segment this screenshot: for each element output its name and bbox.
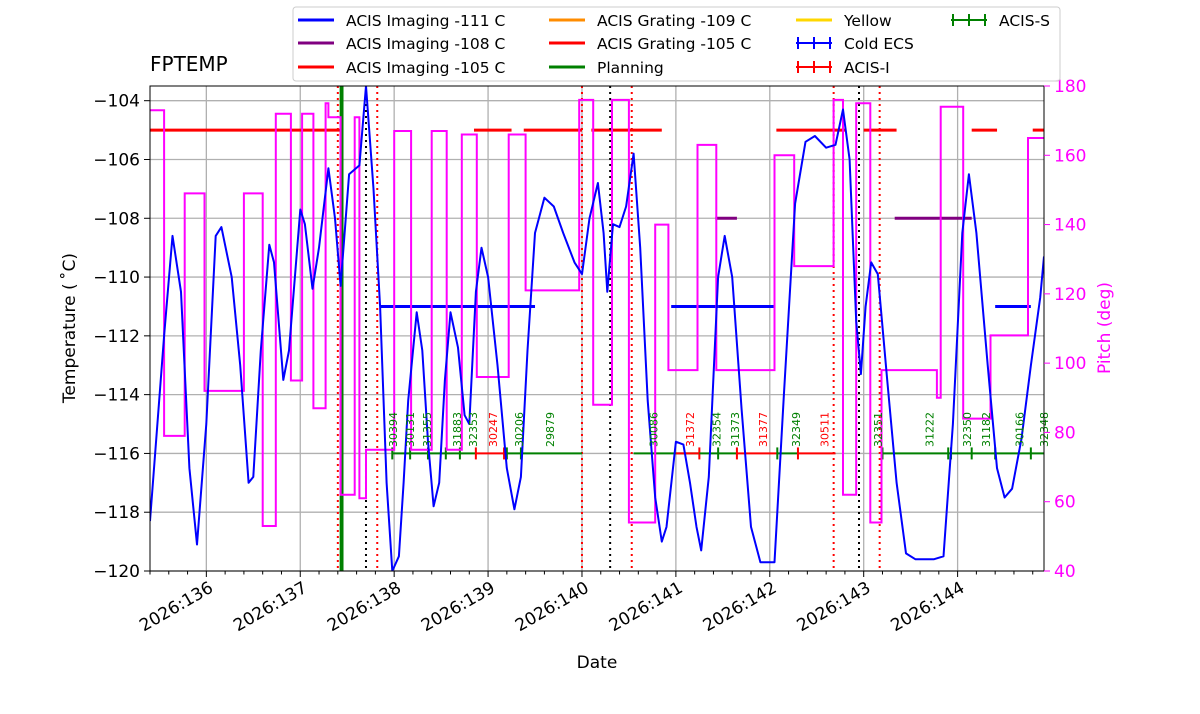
obsid-label-31883: 31883 (451, 412, 464, 447)
obsid-bars (391, 447, 1044, 460)
obsid-label-31372: 31372 (684, 412, 697, 447)
obsid-label-32351: 32351 (872, 412, 885, 447)
legend-label-5: Planning (597, 59, 664, 77)
chart-title: FPTEMP (150, 52, 228, 76)
obsid-label-31373: 31373 (729, 412, 742, 447)
legend-label-4: ACIS Grating -105 C (597, 35, 751, 53)
obsid-label-30166: 30166 (1014, 412, 1027, 447)
obsid-label-31222: 31222 (923, 412, 936, 447)
y2-tick-label-7: 40 (1054, 562, 1076, 582)
legend-label-0: ACIS Imaging -111 C (346, 12, 505, 30)
obsid-label-29879: 29879 (544, 412, 557, 447)
grid-lines (150, 86, 1044, 572)
y-tick-label-6: −116 (93, 444, 140, 464)
y-tick-label-2: −108 (93, 209, 140, 229)
y-tick-label-1: −106 (93, 150, 140, 170)
y-tick-label-4: −112 (93, 327, 140, 347)
pitch-series (150, 98, 1044, 527)
obsid-label-31377: 31377 (757, 412, 770, 447)
axes: 2026:136 2026:137 2026:138 2026:139 2026:140… (93, 77, 1086, 636)
x-tick-label-4: 2026:140 (512, 578, 593, 636)
x-tick-label-7: 2026:143 (794, 578, 875, 636)
x-tick-label-6: 2026:142 (700, 578, 781, 636)
y2-tick-label-1: 160 (1054, 146, 1086, 166)
y2-tick-label-2: 140 (1054, 216, 1086, 236)
x-tick-label-5: 2026:141 (606, 578, 687, 636)
obsid-label-30131: 30131 (404, 412, 417, 447)
obsid-label-30394: 30394 (387, 412, 400, 447)
y-tick-label-8: −120 (93, 562, 140, 582)
x-tick-label-1: 2026:137 (230, 578, 311, 636)
legend-label-8: ACIS-I (844, 59, 890, 77)
obsid-label-30247: 30247 (487, 412, 500, 447)
obsid-label-31355: 31355 (421, 412, 434, 447)
pitch-line (150, 98, 1044, 527)
obsid-label-32353: 32353 (467, 412, 480, 447)
obsid-label-31182: 31182 (980, 412, 993, 447)
obsid-label-32354: 32354 (710, 412, 723, 447)
y-tick-label-7: −118 (93, 503, 140, 523)
y-tick-label-3: −110 (93, 268, 140, 288)
legend-label-1: ACIS Imaging -108 C (346, 35, 505, 53)
legend: ACIS Imaging -111 C ACIS Imaging -108 C AC… (292, 6, 1061, 82)
y-tick-label-0: −104 (93, 92, 140, 112)
legend-label-7: Cold ECS (844, 35, 914, 53)
x-tick-label-8: 2026:144 (888, 578, 969, 636)
legend-label-2: ACIS Imaging -105 C (346, 59, 505, 77)
obsid-label-30086: 30086 (647, 412, 660, 447)
y2-tick-label-3: 120 (1054, 285, 1086, 305)
obsid-label-32349: 32349 (790, 412, 803, 447)
y2-tick-label-4: 100 (1054, 354, 1086, 374)
x-axis-label: Date (577, 653, 618, 673)
y-tick-label-5: −114 (93, 386, 140, 406)
y2-tick-label-5: 80 (1054, 423, 1076, 443)
y2-tick-label-6: 60 (1054, 493, 1076, 513)
y2-axis-label: Pitch (deg) (1095, 282, 1115, 374)
fptemp-line (150, 86, 1044, 571)
x-tick-label-2: 2026:138 (324, 578, 405, 636)
legend-box (292, 6, 1061, 82)
y-axis-label: Temperature ( ˚C) (59, 253, 80, 404)
obsid-label-30511: 30511 (818, 412, 831, 447)
x-tick-label-0: 2026:136 (136, 578, 217, 636)
plot-frame (149, 85, 1045, 572)
legend-label-3: ACIS Grating -109 C (597, 12, 751, 30)
x-tick-label-3: 2026:139 (418, 578, 499, 636)
fptemp-series (150, 86, 1044, 571)
obsid-labels: 30394 30131 31355 31883 32353 30247 30206 29879… (387, 412, 1051, 447)
legend-label-9: ACIS-S (999, 12, 1050, 30)
y2-tick-label-0: 180 (1054, 77, 1086, 97)
obsid-label-30206: 30206 (513, 412, 526, 447)
obsid-label-32350: 32350 (961, 412, 974, 447)
legend-label-6: Yellow (843, 12, 892, 30)
